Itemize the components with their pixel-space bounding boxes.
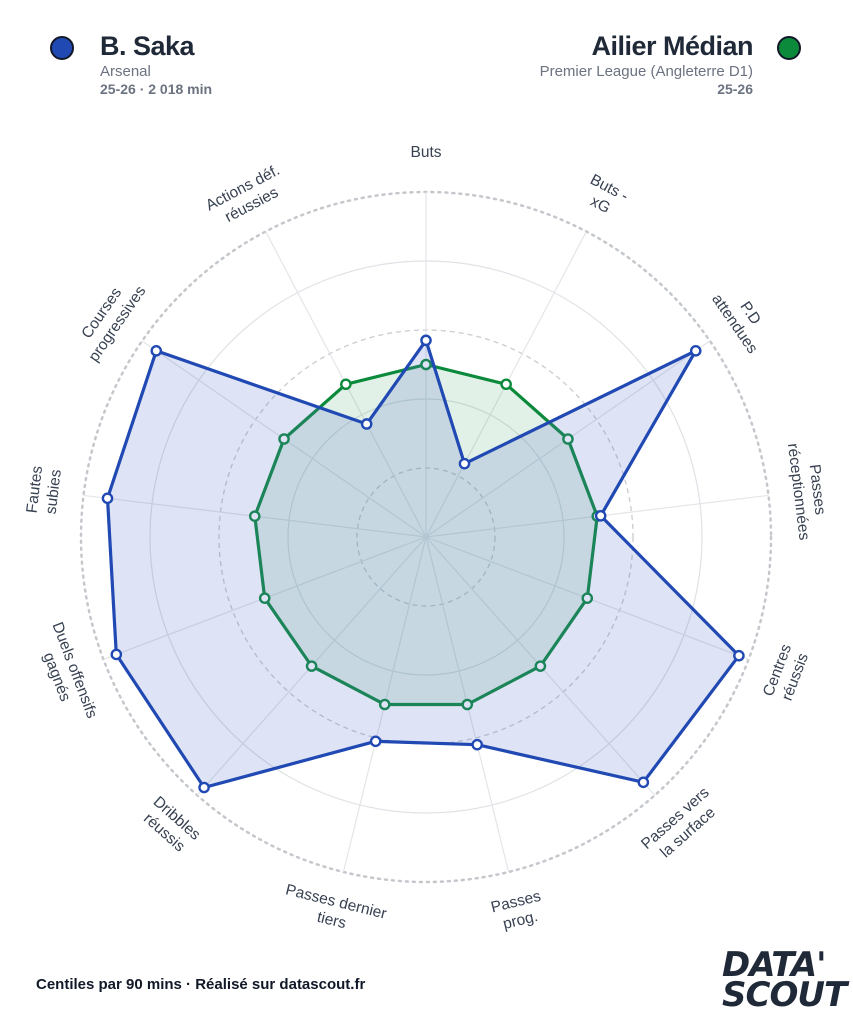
series-area [105, 338, 741, 790]
data-point [150, 345, 163, 357]
axis-label: Buts [410, 144, 441, 161]
radar-series [101, 334, 745, 794]
axis-label: Duels offensifsgagnés [31, 620, 101, 728]
axis-label: Dribblesréussis [137, 793, 204, 858]
data-point [198, 781, 210, 794]
axis-label: Centresréussis [760, 642, 813, 706]
data-point [369, 735, 382, 748]
player-legend-dot [50, 36, 74, 60]
axis-label: Passesprog. [489, 888, 547, 935]
datascout-logo: DATA' SCOUT [722, 945, 847, 1015]
data-point [637, 776, 650, 789]
axis-label-line: Buts [410, 144, 441, 161]
logo-line-1: DATA' [722, 945, 827, 985]
logo-line-2: SCOUT [722, 975, 847, 1015]
data-point [110, 648, 123, 661]
data-point [305, 660, 318, 672]
data-point [278, 433, 290, 445]
data-point [258, 592, 271, 604]
axis-label-line: tiers [315, 909, 348, 933]
footer-note: Centiles par 90 mins · Réalisé sur datas… [36, 976, 366, 993]
data-point [458, 457, 471, 470]
data-point [378, 698, 391, 711]
data-point [581, 592, 594, 604]
data-point [500, 378, 512, 391]
comparison-season: 25-26 [717, 81, 753, 97]
radar-chart: Buts Buts -xG P.Dattendues Passesréceptionn… [24, 144, 831, 941]
axis-label: Actions déf.réussies [203, 162, 291, 232]
axis-label: Fautessubies [24, 465, 65, 517]
comparison-legend-dot [777, 36, 801, 60]
data-point [534, 660, 547, 672]
data-point [689, 345, 702, 357]
comparison-league: Premier League (Angleterre D1) [539, 63, 753, 80]
player-name: B. Saka [100, 31, 195, 61]
data-point [594, 509, 607, 522]
axis-label: Buts -xG [578, 171, 631, 222]
data-point [420, 358, 432, 371]
axis-label-line: Passes [806, 463, 829, 516]
axis-label: Passesréceptionnées [784, 440, 831, 541]
player-season-info: 25-26 · 2 018 min [100, 81, 213, 97]
axis-label: Passes derniertiers [279, 881, 388, 941]
series-player [101, 334, 745, 794]
comparison-name: Ailier Médian [591, 31, 753, 61]
axis-label: Coursesprogressives [70, 272, 150, 365]
axis-label-line: réceptionnées [784, 442, 813, 541]
player-club: Arsenal [100, 63, 151, 80]
axis-label: Passes versla surface [638, 784, 725, 867]
data-point [101, 492, 114, 505]
series-comparison [248, 358, 604, 711]
data-point [733, 649, 745, 662]
data-point [248, 510, 261, 523]
series-area [253, 362, 599, 707]
data-point [360, 418, 373, 430]
data-point [461, 698, 474, 711]
axis-label: P.Dattendues [708, 280, 776, 357]
radar-grid [79, 190, 773, 884]
data-point [420, 334, 432, 347]
data-point [340, 378, 352, 391]
data-point [471, 738, 483, 751]
axis-label-line: subies [43, 468, 65, 515]
data-point [562, 433, 574, 445]
axis-label-line: Fautes [24, 465, 47, 514]
